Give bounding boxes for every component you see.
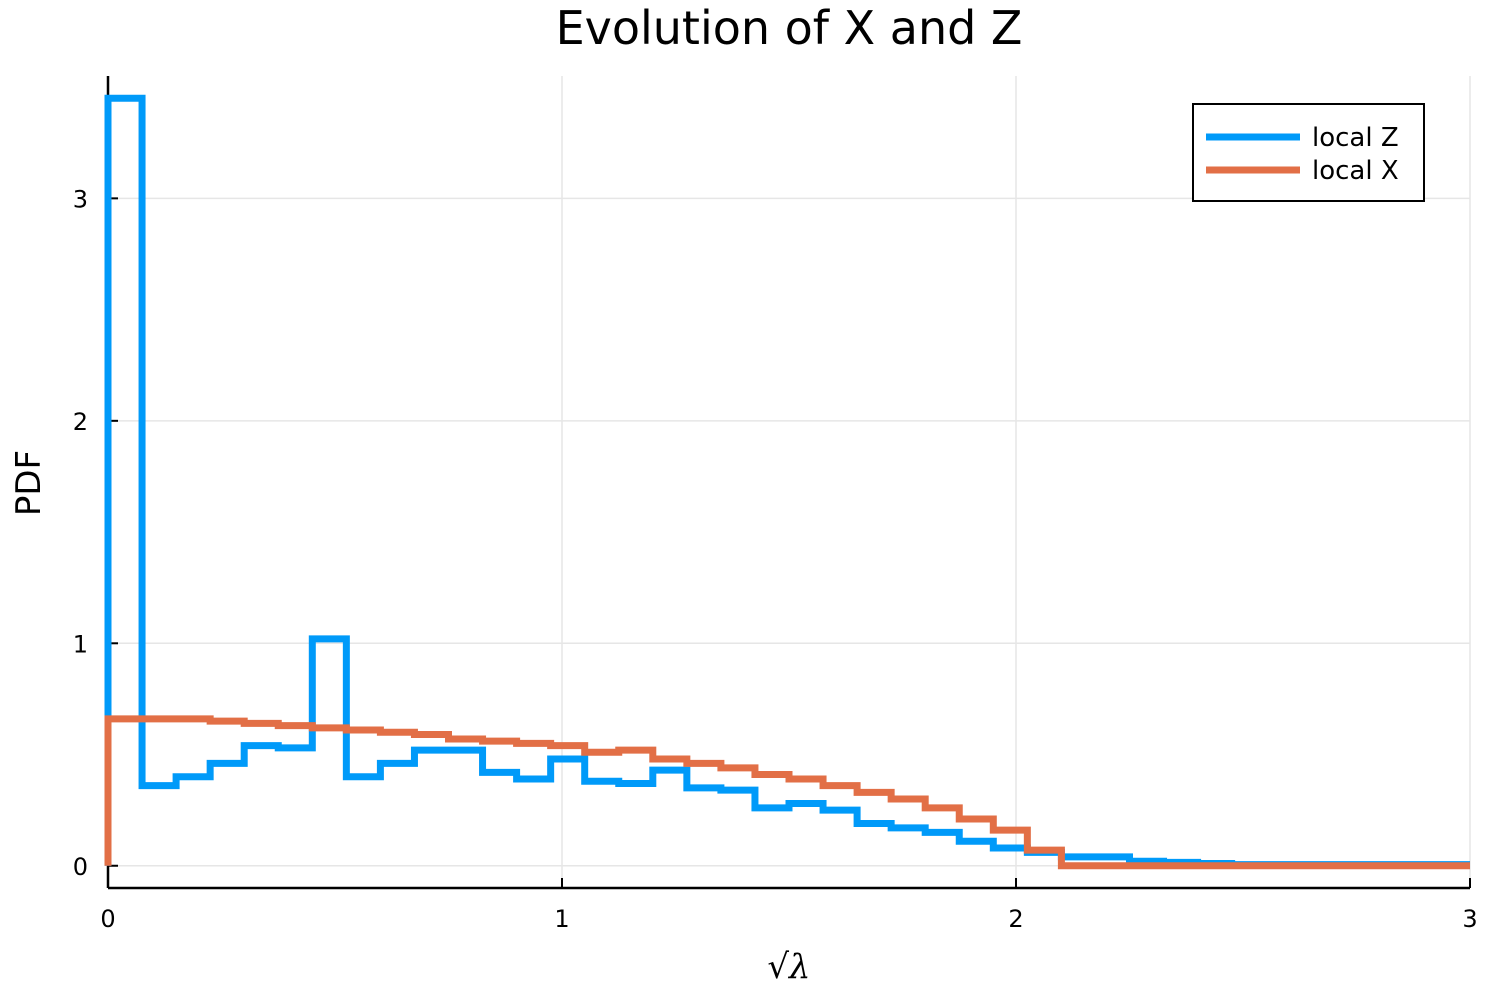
y-tick-label: 2 — [73, 408, 88, 436]
legend-box — [1192, 103, 1425, 202]
y-tick-label: 1 — [73, 630, 88, 658]
grid — [107, 76, 1471, 888]
x-tick-label: 1 — [554, 905, 569, 933]
legend-label-local-x: local X — [1312, 156, 1399, 186]
legend: local Z local X — [1192, 103, 1425, 202]
x-tick-label: 2 — [1008, 905, 1023, 933]
x-tick-label: 0 — [100, 905, 115, 933]
tick-labels: 0 1 2 3 0 1 2 3 — [73, 185, 1478, 933]
y-axis-label: PDF — [9, 450, 49, 516]
chart-title: Evolution of X and Z — [556, 1, 1023, 55]
y-tick-label: 3 — [73, 185, 88, 213]
x-tick-label: 3 — [1462, 905, 1477, 933]
y-tick-label: 0 — [73, 853, 88, 881]
x-axis-label: √λ — [767, 947, 810, 987]
legend-label-local-z: local Z — [1312, 123, 1399, 153]
series-line-local-z — [104, 94, 1470, 869]
series-lines — [104, 94, 1470, 870]
series-line-local-x — [104, 715, 1470, 870]
